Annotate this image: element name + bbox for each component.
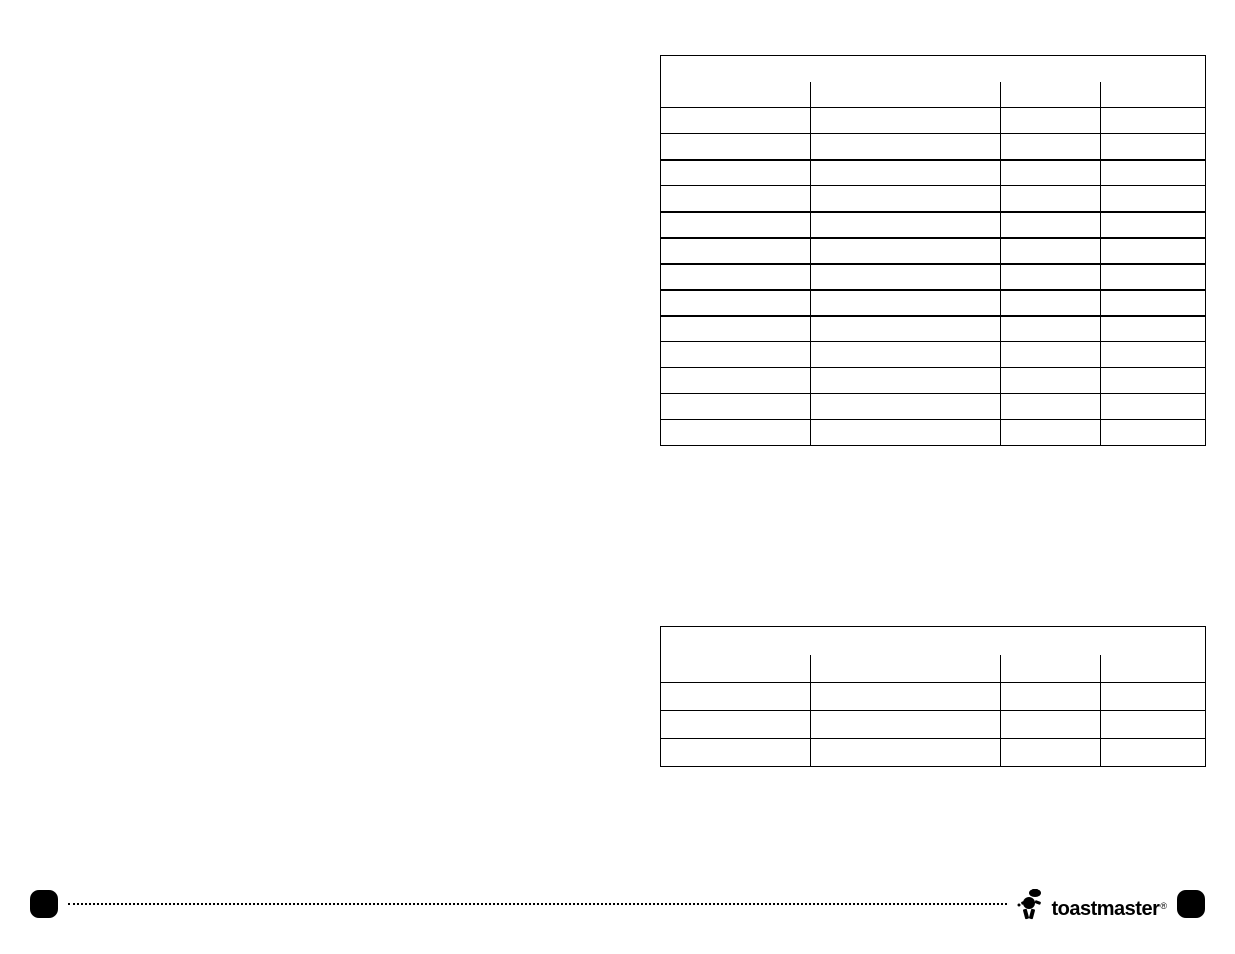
brand-mascot-icon [1017, 887, 1047, 921]
page-footer: toastmaster® [30, 884, 1205, 924]
table-row [661, 134, 1206, 160]
table-row [661, 394, 1206, 420]
content-area [660, 55, 1205, 767]
table-row [661, 108, 1206, 134]
table-row [661, 420, 1206, 446]
footer-left-marker [30, 890, 58, 918]
table-row [661, 212, 1206, 238]
table-row [661, 342, 1206, 368]
table-row [661, 160, 1206, 186]
table-row [661, 290, 1206, 316]
table-2 [660, 626, 1206, 767]
table-row [661, 186, 1206, 212]
brand-logo: toastmaster® [1017, 887, 1167, 921]
table-row [661, 238, 1206, 264]
footer-dotted-line [68, 903, 1007, 905]
table-1 [660, 55, 1206, 446]
brand-name: toastmaster® [1051, 898, 1167, 921]
footer-right-marker [1177, 890, 1205, 918]
table-row [661, 739, 1206, 767]
table-row [661, 711, 1206, 739]
table-row [661, 316, 1206, 342]
table-row [661, 82, 1206, 108]
table-2-wrapper [660, 626, 1205, 767]
table-row [661, 683, 1206, 711]
table-row [661, 655, 1206, 683]
table-row [661, 368, 1206, 394]
table-row [661, 264, 1206, 290]
table-row [661, 56, 1206, 82]
table-row [661, 627, 1206, 655]
